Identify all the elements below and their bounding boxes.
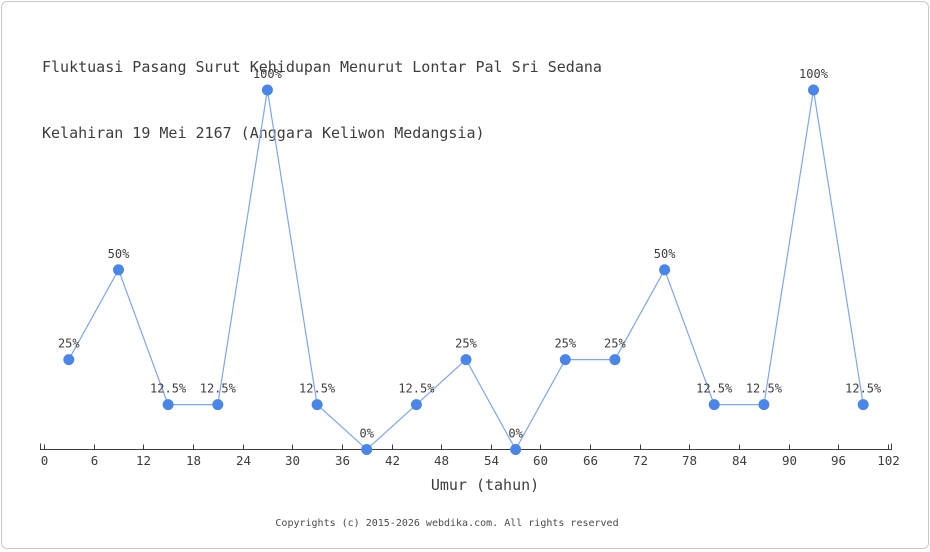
x-axis-tick-label: 48 [434,453,449,468]
data-point-marker [410,399,422,411]
x-axis-tick-label: 6 [91,453,99,468]
data-point-label: 25% [604,337,626,351]
x-axis-tick-label: 72 [633,453,648,468]
data-point-label: 12.5% [150,382,187,396]
data-point-label: 12.5% [746,382,783,396]
x-axis: 0 6 12 18 24 30 36 42 48 54 60 66 72 78 84 90 96 102 [40,443,900,468]
data-point-marker [162,399,174,411]
copyright-text: Copyrights (c) 2015-2026 webdika.com. Al… [275,518,619,529]
data-point-label: 100% [253,67,283,81]
x-axis-tick-label: 90 [782,453,797,468]
data-point-marker [113,264,124,276]
x-axis-tick-label: 0 [41,453,49,468]
x-axis-tick-label: 36 [335,453,350,468]
data-point-label: 12.5% [845,382,882,396]
data-points: 25% 50% 12.5% 12.5% 100% 12.5% 0% 12.5% 25% 0% 25%… [58,67,882,455]
data-point-label: 25% [58,337,80,351]
data-point-label: 12.5% [696,382,733,396]
data-point-marker [460,354,472,366]
data-point-marker [758,399,770,411]
data-point-marker [659,264,671,276]
data-point-label: 50% [654,247,676,261]
data-point-marker [311,399,323,411]
data-point-label: 25% [455,337,477,351]
x-axis-tick-label: 18 [186,453,201,468]
x-axis-tick-label: 102 [877,453,900,468]
x-axis-tick-label: 30 [285,453,300,468]
x-axis-tick-label: 54 [484,453,499,468]
chart-title: Fluktuasi Pasang Surut Kehidupan Menurut… [42,12,602,188]
data-point-marker [510,444,522,455]
data-point-label: 50% [108,247,130,261]
data-point-marker [708,399,720,411]
data-point-marker [609,354,621,366]
chart-title-line2: Kelahiran 19 Mei 2167 (Anggara Keliwon M… [42,124,485,142]
data-point-label: 12.5% [200,382,237,396]
x-axis-tick-label: 66 [583,453,598,468]
data-point-marker [361,444,373,455]
x-axis-tick-label: 60 [533,453,548,468]
x-axis-tick-label: 42 [385,453,400,468]
data-point-marker [212,399,224,411]
data-point-marker [559,354,571,366]
data-point-label: 0% [508,427,523,441]
data-point-label: 25% [554,337,576,351]
x-axis-label: Umur (tahun) [430,476,540,494]
data-point-marker [857,399,869,411]
x-axis-tick-label: 96 [831,453,846,468]
x-axis-tick-label: 12 [136,453,151,468]
x-axis-tick-label: 84 [732,453,747,468]
chart-title-line1: Fluktuasi Pasang Surut Kehidupan Menurut… [42,58,602,76]
data-point-label: 12.5% [398,382,435,396]
data-point-marker [808,84,819,96]
data-point-label: 12.5% [299,382,336,396]
data-point-label: 100% [799,67,829,81]
data-point-marker [261,84,273,96]
data-point-marker [63,354,75,366]
x-axis-tick-label: 78 [682,453,697,468]
data-point-label: 0% [359,427,374,441]
series-line [68,89,864,451]
x-axis-tick-label: 24 [236,453,251,468]
